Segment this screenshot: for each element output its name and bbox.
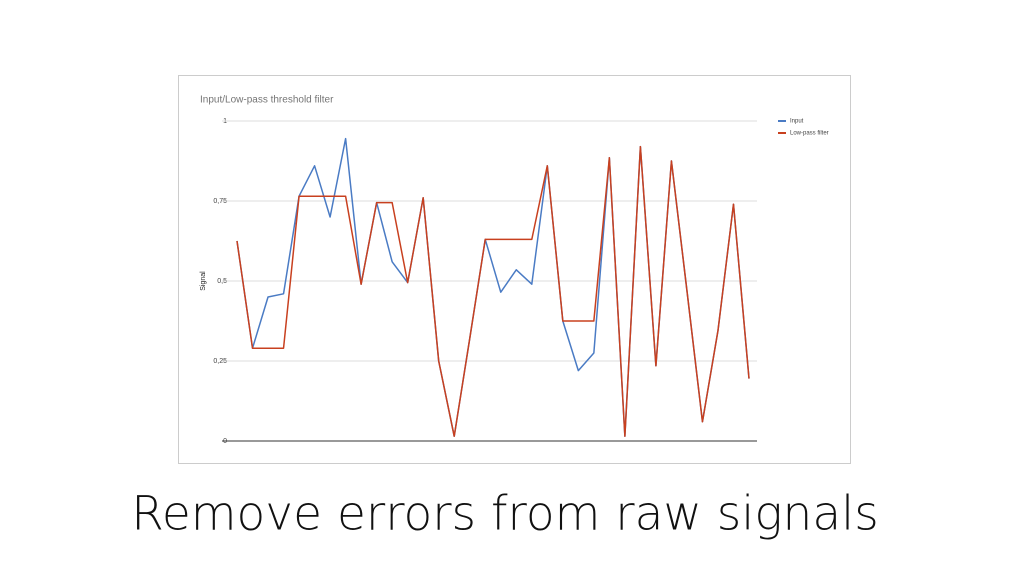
legend-label: Low-pass filter — [790, 131, 829, 137]
chart-frame — [178, 75, 851, 464]
legend-label: Input — [790, 119, 804, 125]
y-axis-title: Signal — [200, 271, 207, 291]
caption: Remove errors from raw signals — [131, 487, 878, 542]
y-tick-label: 0,75 — [213, 198, 227, 205]
series-line — [236, 145, 750, 437]
chart-title: Input/Low-pass threshold filter — [200, 95, 334, 106]
y-tick-label: 0,25 — [213, 358, 227, 365]
